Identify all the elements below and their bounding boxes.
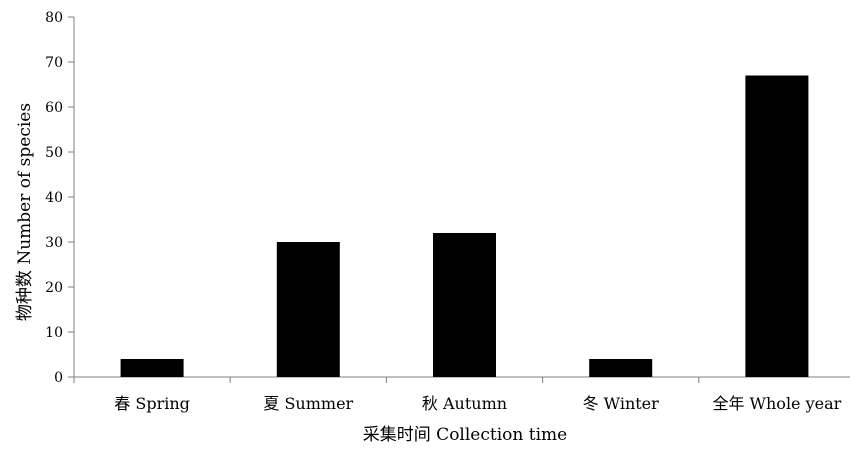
bar — [120, 359, 184, 377]
bars — [120, 75, 809, 377]
x-axis-title: 采集时间 Collection time — [363, 425, 567, 445]
x-category-label: 全年 Whole year — [712, 394, 841, 413]
x-category-label: 春 Spring — [114, 394, 190, 413]
y-axis: 0 10 20 30 40 50 60 70 80 — [45, 10, 75, 386]
bar — [589, 359, 653, 377]
x-category-label: 夏 Summer — [263, 394, 353, 413]
x-axis: 春 Spring 夏 Summer 秋 Autumn 冬 Winter 全年 Whole… — [73, 376, 850, 413]
y-tick-label: 50 — [45, 145, 63, 161]
y-tick-label: 70 — [45, 55, 63, 71]
bar — [276, 242, 340, 377]
bar — [745, 75, 809, 377]
y-tick-label: 60 — [45, 100, 63, 116]
y-tick-label: 20 — [45, 280, 63, 296]
y-tick-label: 40 — [45, 190, 63, 206]
x-category-label: 冬 Winter — [583, 394, 660, 413]
x-category-label: 秋 Autumn — [422, 394, 507, 413]
bar — [433, 233, 496, 377]
y-tick-label: 80 — [45, 10, 63, 26]
y-tick-label: 10 — [45, 325, 63, 341]
y-tick-label: 30 — [45, 235, 63, 251]
y-tick-label: 0 — [54, 370, 63, 386]
y-axis-title: 物种数 Number of species — [15, 103, 35, 321]
